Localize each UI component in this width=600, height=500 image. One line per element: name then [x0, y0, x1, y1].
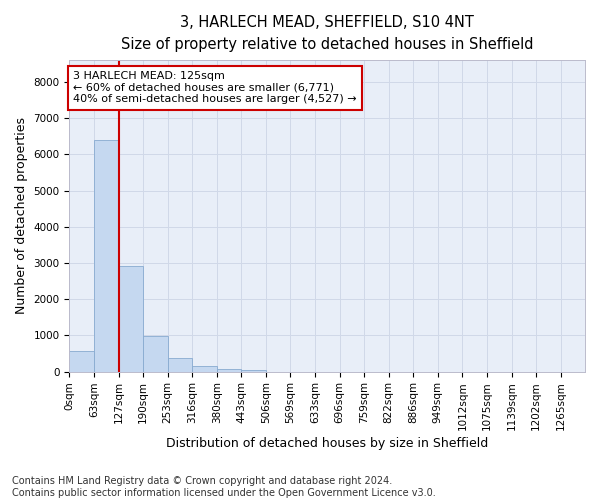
Text: 3 HARLECH MEAD: 125sqm
← 60% of detached houses are smaller (6,771)
40% of semi-: 3 HARLECH MEAD: 125sqm ← 60% of detached…	[73, 71, 357, 104]
Bar	[119, 266, 143, 372]
Bar	[94, 140, 118, 372]
Bar	[192, 366, 217, 372]
Text: Contains HM Land Registry data © Crown copyright and database right 2024.
Contai: Contains HM Land Registry data © Crown c…	[12, 476, 436, 498]
Y-axis label: Number of detached properties: Number of detached properties	[15, 118, 28, 314]
X-axis label: Distribution of detached houses by size in Sheffield: Distribution of detached houses by size …	[166, 437, 488, 450]
Bar	[167, 358, 192, 372]
Bar	[143, 336, 167, 372]
Bar	[217, 368, 241, 372]
Bar	[241, 370, 266, 372]
Bar	[70, 352, 94, 372]
Title: 3, HARLECH MEAD, SHEFFIELD, S10 4NT
Size of property relative to detached houses: 3, HARLECH MEAD, SHEFFIELD, S10 4NT Size…	[121, 15, 533, 52]
